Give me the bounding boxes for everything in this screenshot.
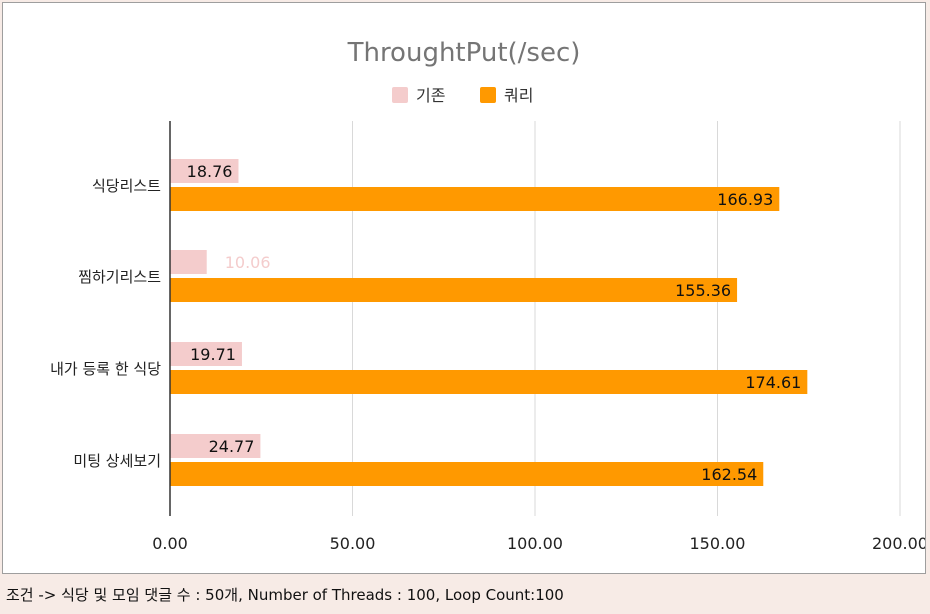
data-label-query-4: 162.54 — [701, 465, 757, 484]
data-label-query-3: 174.61 — [745, 373, 801, 392]
bar-query-1 — [170, 187, 780, 211]
category-label-4: 미팅 상세보기 — [73, 452, 161, 470]
legend-label-2: 쿼리 — [504, 86, 533, 105]
category-label-1: 식당리스트 — [92, 177, 161, 195]
data-label-query-2: 155.36 — [675, 281, 731, 300]
data-label-baseline-1: 18.76 — [187, 162, 233, 181]
bar-baseline-3 — [170, 342, 242, 366]
legend-label-1: 기존 — [416, 86, 445, 105]
x-tick-label-2: 100.00 — [507, 534, 563, 553]
legend-swatch-2 — [480, 87, 496, 103]
x-tick-label-0: 0.00 — [152, 534, 188, 553]
category-label-2: 찜하기리스트 — [78, 268, 161, 286]
data-label-query-1: 166.93 — [717, 190, 773, 209]
bar-query-4 — [170, 462, 764, 486]
data-label-baseline-4: 24.77 — [209, 437, 255, 456]
x-tick-label-4: 200.00 — [872, 534, 925, 553]
bar-baseline-1 — [170, 159, 239, 183]
footer-note: 조건 -> 식당 및 모임 댓글 수 : 50개, Number of Thre… — [6, 586, 564, 604]
x-tick-label-3: 150.00 — [690, 534, 746, 553]
bar-query-2 — [170, 278, 738, 302]
chart-title: ThroughtPut(/sec) — [347, 38, 581, 68]
bar-query-3 — [170, 370, 808, 394]
legend-swatch-1 — [392, 87, 408, 103]
data-label-baseline-3: 19.71 — [190, 345, 236, 364]
bar-chart: ThroughtPut(/sec) 기존 쿼리 0.00 50.00 100.00 150.… — [50, 38, 925, 553]
bar-baseline-2 — [170, 250, 207, 274]
data-label-baseline-2: 10.06 — [225, 253, 271, 272]
chart-panel: ThroughtPut(/sec) 기존 쿼리 0.00 50.00 100.00 150.… — [2, 2, 926, 574]
bar-baseline-4 — [170, 434, 261, 458]
x-tick-label-1: 50.00 — [330, 534, 376, 553]
category-label-3: 내가 등록 한 식당 — [50, 360, 161, 378]
